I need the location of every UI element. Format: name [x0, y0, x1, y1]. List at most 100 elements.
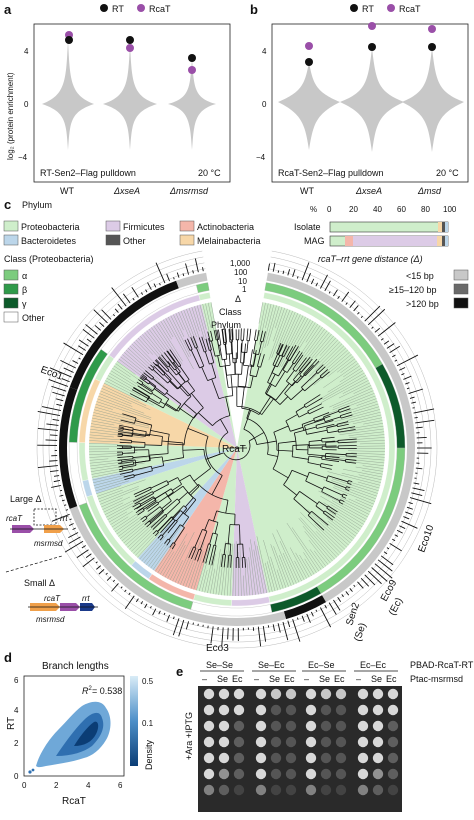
leaf-tip — [90, 463, 128, 470]
leaf-tip — [133, 532, 154, 554]
tree-branch — [132, 465, 152, 471]
tree-branch — [194, 529, 203, 548]
tree-branch — [345, 488, 350, 491]
abundance-bar — [409, 497, 432, 505]
tree-branch — [299, 361, 311, 375]
panel-d-label: d — [4, 650, 12, 665]
tree-branch — [119, 424, 134, 429]
plate-spot — [218, 784, 230, 796]
tree-branch — [192, 336, 198, 348]
plate-side-label: +Ara +IPTG — [184, 712, 194, 760]
plate-spot — [255, 784, 267, 796]
tree-branch — [338, 405, 350, 411]
leaf-tip — [272, 533, 295, 585]
tree-branch — [228, 353, 231, 366]
legend-rcat-label: RcaT — [149, 4, 171, 14]
leaf-tip — [303, 508, 347, 548]
tree-branch — [179, 386, 189, 397]
abundance-bar — [292, 269, 296, 277]
panel-b: b RT RcaT 4 0 −4 RcaT-Sen2–Flag pulldown… — [250, 2, 469, 196]
tree-arc — [236, 405, 263, 415]
plate-spot — [270, 736, 282, 748]
plate-spot — [255, 736, 267, 748]
leaf-tip — [340, 360, 357, 373]
abundance-bar — [374, 327, 381, 333]
scale-ring — [48, 262, 426, 637]
tree-branch — [345, 458, 357, 461]
tree-branch — [149, 510, 164, 523]
abundance-bar — [301, 615, 305, 622]
leaf-tip — [95, 480, 130, 492]
tree-branch — [149, 382, 166, 395]
r2-value: = 0.538 — [92, 686, 122, 696]
tree-branch — [118, 426, 124, 428]
abundance-bar — [345, 302, 348, 305]
leaf-tip — [355, 466, 384, 472]
tree-branch — [141, 375, 151, 383]
tree-branch — [255, 366, 260, 377]
leaf-tip — [92, 415, 149, 429]
abundance-bar — [82, 329, 95, 339]
colorbar-tick-01: 0.1 — [142, 719, 154, 728]
tree-arc — [315, 425, 318, 429]
tree-branch — [346, 455, 357, 458]
abundance-bar — [140, 292, 144, 295]
leaf-tip — [98, 489, 123, 500]
plate-spot — [335, 688, 347, 700]
leaf-tip — [204, 555, 214, 593]
abundance-bar — [383, 551, 388, 555]
legend-rcat-dot-b — [387, 4, 395, 12]
gene-msrmsd-small: msrmsd — [36, 615, 65, 624]
plate-spots — [203, 688, 399, 796]
sub-labels: – Se Ec – Se Ec – Se Ec – Se Ec — [202, 674, 397, 684]
dot-b-rcat-msd — [428, 25, 436, 33]
tree-branch — [120, 419, 135, 424]
abundance-bar — [349, 300, 356, 309]
leaf-tip — [215, 553, 223, 595]
tree-arc — [285, 420, 291, 432]
tree-branch — [172, 505, 185, 518]
leaf-tip — [243, 575, 245, 596]
tree-arc — [336, 424, 338, 427]
tree-arc — [203, 449, 212, 469]
gene-rcat-small: rcaT — [44, 594, 61, 603]
tree-branch — [338, 429, 356, 433]
tree-branch — [290, 426, 304, 432]
legend-rt-dot-b — [350, 4, 358, 12]
leaf-tip — [318, 490, 369, 518]
leaf-tip — [148, 328, 165, 351]
abundance-bar — [324, 280, 331, 292]
d-xtick-0: 0 — [22, 781, 27, 790]
tree-branch — [315, 505, 325, 513]
abundance-bar — [93, 309, 108, 324]
tree-branch — [167, 477, 178, 483]
plate-spot — [335, 704, 347, 716]
sub-label: – — [202, 674, 207, 684]
leaf-tip — [330, 455, 385, 461]
plate-spot — [305, 720, 317, 732]
plate-spot — [270, 704, 282, 716]
abundance-bar — [227, 627, 229, 640]
tree-branch — [326, 507, 337, 515]
tree-branch — [121, 459, 136, 462]
tree-branch — [216, 329, 220, 340]
abundance-bar — [282, 621, 289, 641]
leaf-tip — [178, 311, 190, 338]
plate-spot — [203, 784, 215, 796]
tree-branch — [157, 364, 172, 380]
leaf-tip — [355, 499, 373, 507]
phylum-sector — [201, 302, 237, 448]
tree-branch — [227, 524, 231, 544]
ytick-b-4: 4 — [262, 47, 267, 56]
tree-branch — [202, 543, 209, 563]
abundance-bar — [353, 305, 359, 312]
tree-arc — [180, 510, 189, 518]
abundance-bar — [333, 289, 338, 297]
leaf-tip — [270, 556, 281, 590]
abundance-bar — [41, 406, 62, 412]
abundance-bar — [69, 518, 72, 521]
tree-branch — [309, 471, 328, 479]
tree-branch — [321, 491, 341, 502]
tree-branch — [301, 419, 315, 425]
abundance-bar — [277, 623, 281, 633]
